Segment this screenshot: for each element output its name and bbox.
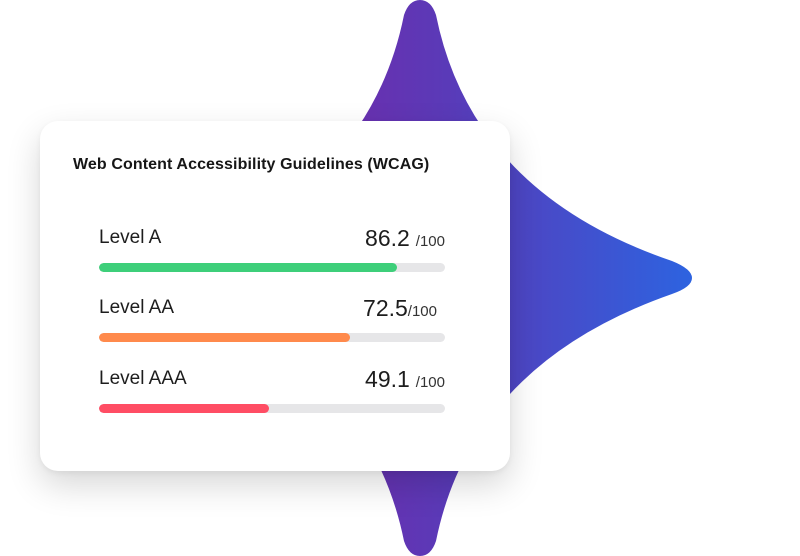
- score-max: /100: [415, 233, 445, 250]
- level-score: 49.1/100: [365, 366, 445, 393]
- score-max: /100: [407, 303, 437, 320]
- level-aa-row: Level AA 72.5/100: [99, 295, 445, 357]
- progress-fill: [99, 333, 350, 342]
- level-aaa-row: Level AAA 49.1/100: [99, 366, 445, 428]
- level-label: Level AA: [99, 297, 174, 318]
- progress-fill: [99, 263, 398, 272]
- level-a-row: Level A 86.2/100: [99, 225, 445, 287]
- score-max: /100: [415, 374, 445, 391]
- wcag-score-card: Web Content Accessibility Guidelines (WC…: [40, 121, 510, 471]
- level-label: Level A: [99, 227, 162, 248]
- progress-track: [99, 263, 445, 272]
- progress-track: [99, 404, 445, 413]
- level-score: 72.5/100: [363, 295, 437, 322]
- progress-track: [99, 333, 445, 342]
- card-title: Web Content Accessibility Guidelines (WC…: [73, 156, 430, 173]
- progress-fill: [99, 404, 269, 413]
- score-value: 86.2: [365, 225, 410, 251]
- level-score: 86.2/100: [365, 225, 445, 252]
- level-label: Level AAA: [99, 368, 187, 389]
- score-value: 72.5: [363, 295, 408, 321]
- score-value: 49.1: [365, 366, 410, 392]
